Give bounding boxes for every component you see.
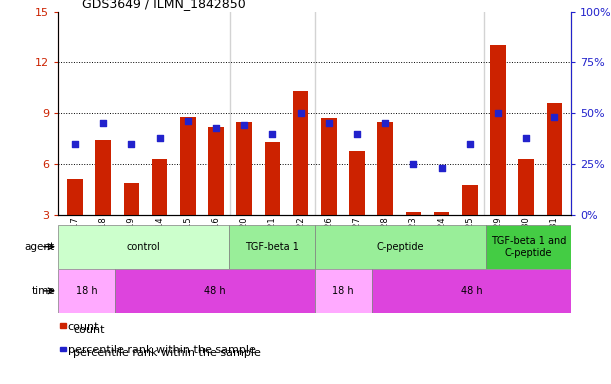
Bar — [236, 122, 252, 215]
Bar — [58, 269, 115, 313]
Point — [324, 121, 334, 127]
Text: percentile rank within the sample: percentile rank within the sample — [68, 345, 255, 355]
Text: 48 h: 48 h — [461, 286, 482, 296]
Point — [296, 110, 306, 116]
Point — [352, 131, 362, 137]
Point — [268, 131, 277, 137]
Bar — [229, 225, 315, 269]
Point — [521, 135, 531, 141]
Point — [70, 141, 80, 147]
Point — [437, 165, 447, 171]
Text: GDS3649 / ILMN_1842850: GDS3649 / ILMN_1842850 — [82, 0, 246, 10]
Point — [549, 114, 559, 121]
Text: percentile rank within the sample: percentile rank within the sample — [73, 348, 261, 358]
Bar — [315, 269, 371, 313]
Bar — [315, 225, 486, 269]
Text: 18 h: 18 h — [332, 286, 354, 296]
Bar — [371, 269, 571, 313]
Bar — [349, 151, 365, 215]
Point — [211, 124, 221, 131]
Point — [98, 121, 108, 127]
Bar — [58, 225, 229, 269]
Bar — [67, 179, 82, 215]
Point — [465, 141, 475, 147]
Text: count: count — [68, 322, 99, 332]
Bar — [265, 142, 280, 215]
Bar — [293, 91, 309, 215]
Bar — [486, 225, 571, 269]
Text: TGF-beta 1 and
C-peptide: TGF-beta 1 and C-peptide — [491, 236, 566, 258]
Point — [493, 110, 503, 116]
Point — [380, 121, 390, 127]
Bar — [490, 45, 506, 215]
Bar — [321, 118, 337, 215]
Text: 18 h: 18 h — [76, 286, 97, 296]
Point — [126, 141, 136, 147]
Bar — [406, 212, 421, 215]
Bar — [518, 159, 534, 215]
Point — [183, 118, 192, 124]
Bar — [208, 127, 224, 215]
Bar — [434, 212, 449, 215]
Bar — [123, 183, 139, 215]
Text: control: control — [126, 242, 161, 252]
Point — [240, 122, 249, 129]
Text: count: count — [73, 325, 105, 335]
Bar — [180, 117, 196, 215]
Point — [155, 135, 164, 141]
Text: 48 h: 48 h — [204, 286, 225, 296]
Bar — [115, 269, 315, 313]
Bar — [462, 185, 478, 215]
Text: C-peptide: C-peptide — [376, 242, 424, 252]
Bar — [152, 159, 167, 215]
Bar — [95, 141, 111, 215]
Text: time: time — [31, 286, 55, 296]
Point — [409, 161, 419, 167]
Bar — [378, 122, 393, 215]
Bar — [547, 103, 562, 215]
Text: TGF-beta 1: TGF-beta 1 — [245, 242, 299, 252]
Text: agent: agent — [25, 242, 55, 252]
